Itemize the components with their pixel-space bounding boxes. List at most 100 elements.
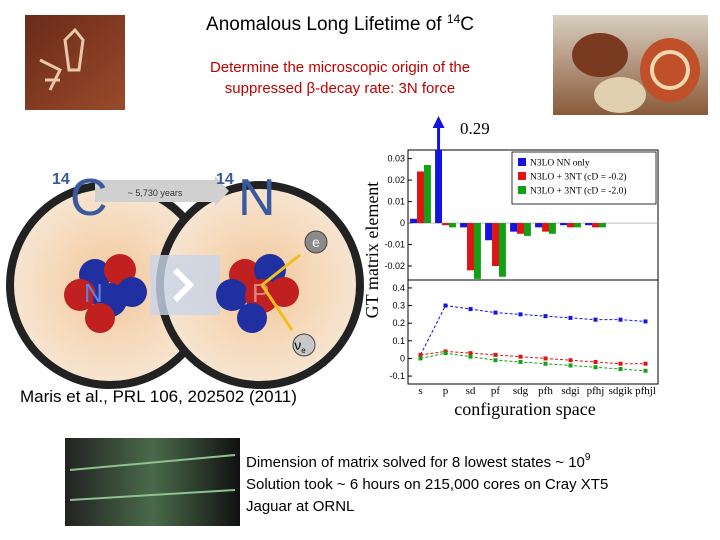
y-tick-label: 0.02 [387, 175, 405, 185]
bar [548, 223, 556, 234]
bar [592, 223, 599, 228]
series-line [420, 350, 646, 365]
bar [585, 223, 593, 226]
point [468, 307, 473, 312]
bar [510, 223, 518, 232]
point [593, 365, 598, 370]
point [418, 356, 423, 361]
x-tick-label: pf [491, 385, 501, 397]
bar [542, 223, 549, 232]
y-tick-label: 0 [400, 218, 405, 228]
bar [460, 223, 468, 228]
legend-swatch [518, 186, 526, 194]
legend [511, 151, 657, 205]
title: Anomalous Long Lifetime of 14C [206, 12, 474, 35]
decay-diagram: ~ 5,730 years 14 C 14 N N P e νe [6, 169, 364, 389]
note: Solution took ~ 6 hours on 215,000 cores… [246, 476, 608, 493]
x-tick-label: s [418, 385, 422, 397]
bar [435, 150, 443, 224]
point [518, 312, 523, 317]
point [543, 361, 548, 366]
y-tick-label: 0.01 [387, 197, 405, 207]
point [518, 354, 523, 359]
y-tick-label: -0.02 [384, 261, 405, 271]
note: Dimension of matrix solved for 8 lowest … [246, 452, 591, 471]
point [568, 315, 573, 320]
bar [517, 223, 524, 234]
lower-plot-frame [407, 279, 659, 385]
point [543, 314, 548, 319]
neutrino: νe [294, 337, 306, 355]
element-symbol: N [238, 169, 276, 227]
legend-label: N3LO + 3NT (cD = -2.0) [530, 186, 627, 197]
bar [523, 223, 531, 236]
off-scale-arrowhead [432, 116, 445, 128]
x-tick-label: sdgik [609, 385, 633, 397]
point [618, 361, 623, 366]
bar [498, 223, 506, 277]
y-tick-label: 0.4 [392, 283, 405, 293]
bar [492, 223, 499, 267]
point [643, 319, 648, 324]
bar [467, 223, 474, 271]
bar [423, 165, 431, 224]
x-tick-label: pfhj [587, 385, 605, 397]
y-tick-label: 0.3 [392, 301, 405, 311]
point [618, 367, 623, 372]
y-tick-label: -0.01 [384, 240, 405, 250]
subtitle: Determine the microscopic origin of the [210, 59, 470, 76]
point [493, 310, 498, 315]
legend-label: N3LO + 3NT (cD = -0.2) [530, 172, 627, 183]
legend-label: N3LO NN only [530, 159, 590, 169]
point [518, 359, 523, 364]
x-tick-label: sd [466, 385, 476, 397]
citation: Maris et al., PRL 106, 202502 (2011) [20, 387, 297, 406]
rock-art-photo [25, 15, 125, 110]
point [468, 351, 473, 356]
annotation: 0.29 [460, 119, 490, 138]
point [443, 351, 448, 356]
x-tick-label: pfh [538, 385, 553, 397]
series-line [420, 305, 646, 356]
bar [485, 223, 493, 241]
half-life: ~ 5,730 years [128, 188, 183, 198]
y-tick-label: 0 [400, 353, 405, 363]
point [618, 317, 623, 322]
core-label: N [84, 278, 103, 308]
point [418, 352, 423, 357]
bar [473, 223, 481, 279]
supercomputer-photo [65, 438, 240, 526]
point [593, 317, 598, 322]
bar [567, 223, 574, 228]
mass-number: 14 [216, 171, 234, 188]
x-tick-label: p [443, 385, 449, 397]
y-tick-label: 0.1 [392, 336, 405, 346]
y-tick-label: 0.2 [392, 318, 405, 328]
bar [410, 218, 418, 224]
point [643, 368, 648, 373]
bar [573, 223, 581, 228]
x-tick-label: sdg [513, 385, 529, 397]
point [543, 356, 548, 361]
bar [417, 171, 424, 224]
point [493, 352, 498, 357]
bar [448, 223, 456, 228]
x-tick-label: sdgi [561, 385, 579, 397]
legend-swatch [518, 172, 526, 180]
x-axis-label: configuration space [454, 399, 595, 419]
series-line [420, 352, 646, 372]
y-tick-label: -0.1 [389, 371, 405, 381]
y-axis-label: GT matrix element [362, 182, 382, 319]
point [443, 303, 448, 308]
element-symbol: C [70, 169, 108, 227]
point [568, 363, 573, 368]
core-label: P [252, 278, 269, 308]
point [568, 358, 573, 363]
note: Jaguar at ORNL [246, 498, 354, 515]
mass-number: 14 [52, 171, 70, 188]
bar [442, 223, 449, 226]
bar [598, 223, 606, 228]
bar [560, 223, 568, 226]
legend-swatch [518, 158, 526, 166]
